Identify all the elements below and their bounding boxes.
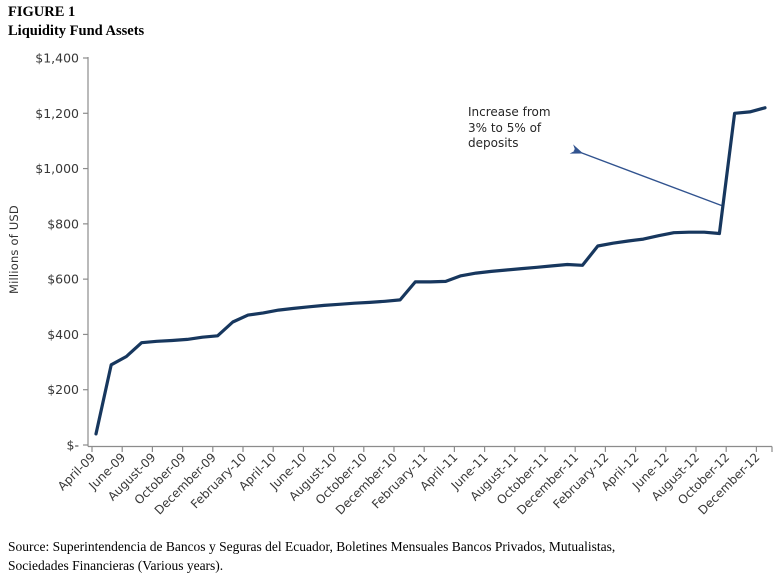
y-tick-label: $1,200 [35,106,79,121]
y-tick-label: $600 [47,272,79,287]
figure-header: FIGURE 1 Liquidity Fund Assets [8,4,144,40]
y-tick-label: $- [67,438,79,453]
y-tick-label: $1,000 [35,161,79,176]
annotation-arrow [569,144,722,207]
annotation-text: Increase from 3% to 5% of deposits [468,105,551,150]
figure-label: FIGURE 1 [8,4,76,20]
y-tick-label: $800 [47,216,79,231]
data-line-series [94,106,767,436]
figure-title: Liquidity Fund Assets [8,23,145,39]
y-tick-label: $1,400 [35,51,79,66]
y-tick-label: $200 [47,382,79,397]
source-note: Source: Superintendencia de Bancos y Seg… [8,539,616,573]
y-tick-label: $400 [47,327,79,342]
